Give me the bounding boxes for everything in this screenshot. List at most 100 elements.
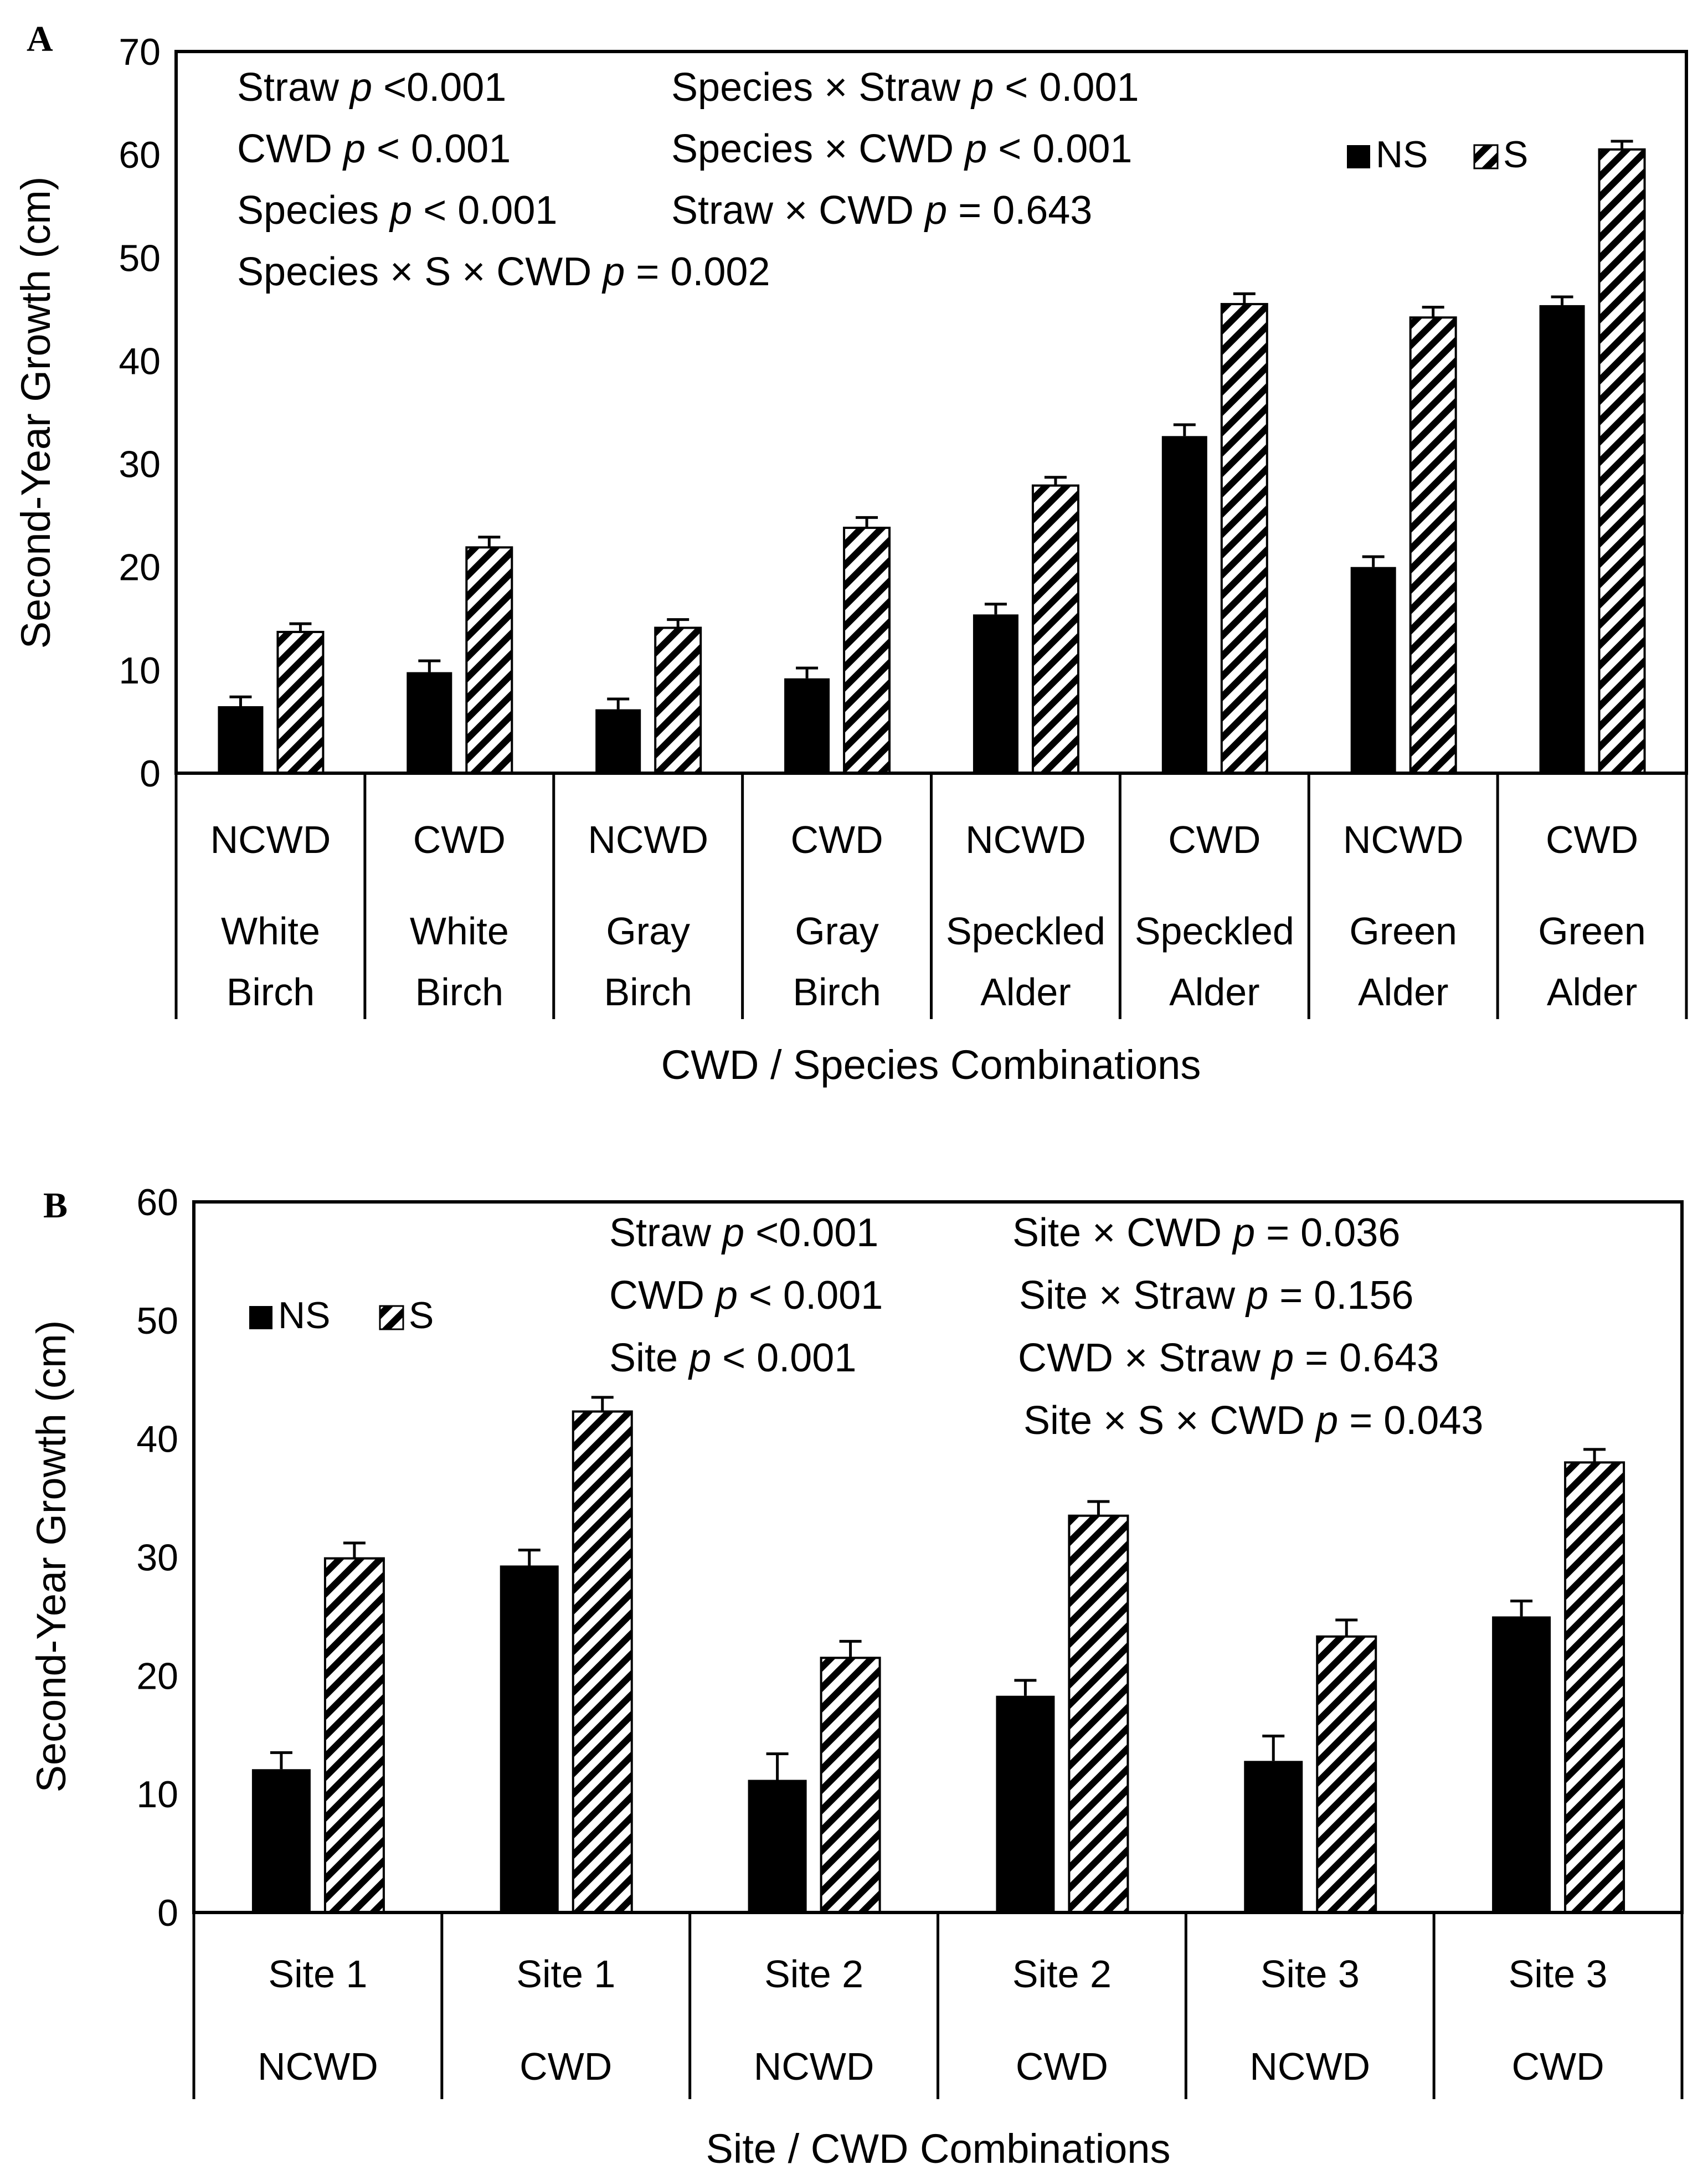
b-bar-ns-0 <box>251 1769 311 1912</box>
panel-b-legend: NS S <box>249 1294 434 1336</box>
a-y-tick-0: 0 <box>140 753 161 795</box>
panel-b-legend-s-swatch <box>379 1305 404 1330</box>
panel-b-legend-ns-swatch <box>249 1306 272 1329</box>
b-error-bar-s-2 <box>839 1639 862 1658</box>
panel-a-letter: A <box>27 19 53 59</box>
a-error-bar-ns-0 <box>229 695 252 707</box>
a-category-label-cwd-0: NCWD <box>210 818 331 861</box>
panel-a-y-axis-title: Second-Year Growth (cm) <box>13 177 59 649</box>
a-bar-s-7 <box>1598 148 1646 775</box>
a-error-bar-s-2 <box>667 618 690 628</box>
b-error-bar-s-3 <box>1087 1500 1110 1516</box>
a-category-label-species_line2-7: Alder <box>1547 970 1637 1014</box>
panel-a-stat-species-s-cwd: Species × S × CWD p = 0.002 <box>237 250 770 294</box>
a-error-bar-ns-6 <box>1362 555 1385 567</box>
a-category-label-species_line2-3: Birch <box>793 970 881 1014</box>
panel-b: B Second-Year Growth (cm) 0102030405060 … <box>28 1181 1684 2172</box>
a-bar-ns-4 <box>973 614 1018 773</box>
a-category-label-species_line1-6: Green <box>1349 909 1457 953</box>
panel-a-stat-straw: Straw p <0.001 <box>237 65 506 110</box>
panel-b-error-bars <box>270 1396 1606 1780</box>
panel-b-legend-ns-label: NS <box>278 1294 330 1336</box>
panel-b-bars <box>251 1410 1625 1914</box>
b-bar-ns-4 <box>1244 1761 1303 1912</box>
a-category-label-cwd-3: CWD <box>790 818 883 861</box>
panel-a-legend: NS S <box>1347 133 1528 176</box>
panel-a-legend-s-swatch <box>1473 144 1499 169</box>
b-category-label-site-0: Site 1 <box>268 1952 367 1996</box>
b-error-bar-ns-0 <box>270 1751 292 1770</box>
a-category-label-cwd-2: NCWD <box>588 818 708 861</box>
panel-a-legend-ns-label: NS <box>1376 133 1428 176</box>
a-bar-ns-2 <box>595 709 641 773</box>
panel-b-x-axis-title: Site / CWD Combinations <box>706 2126 1171 2172</box>
a-error-bar-s-7 <box>1611 140 1633 150</box>
a-error-bar-ns-5 <box>1173 423 1196 436</box>
b-bar-ns-3 <box>996 1695 1055 1912</box>
panel-a-statistics: Straw p <0.001 CWD p < 0.001 Species p <… <box>237 65 1139 294</box>
b-category-label-cwd-2: NCWD <box>754 2045 874 2088</box>
panel-b-category-axis: Site 1 NCWD Site 1 CWD Site 2 NCWD Site 2 CWD Si… <box>192 1912 1684 2099</box>
a-error-bar-s-5 <box>1233 292 1256 305</box>
b-y-tick-40: 40 <box>136 1418 178 1461</box>
a-bar-s-2 <box>654 626 702 774</box>
a-y-tick-70: 70 <box>119 31 161 73</box>
panel-b-stat-site-s-cwd: Site × S × CWD p = 0.043 <box>1023 1399 1483 1443</box>
panel-a-stat-straw-cwd: Straw × CWD p = 0.643 <box>671 188 1092 233</box>
b-error-bar-ns-5 <box>1510 1600 1533 1617</box>
panel-b-stat-site-straw: Site × Straw p = 0.156 <box>1019 1273 1413 1318</box>
a-y-tick-60: 60 <box>119 134 161 176</box>
b-category-label-site-2: Site 2 <box>764 1952 863 1996</box>
b-category-label-cwd-5: CWD <box>1511 2045 1604 2088</box>
b-y-tick-10: 10 <box>136 1773 178 1816</box>
panel-a-legend-s-label: S <box>1503 133 1528 176</box>
a-category-label-species_line2-2: Birch <box>604 970 692 1014</box>
panel-b-y-tick-labels: 0 10 20 30 40 50 60 <box>136 1181 178 1934</box>
a-bar-s-4 <box>1031 484 1079 774</box>
panel-b-stat-site: Site p < 0.001 <box>609 1336 856 1380</box>
panel-a-error-bars <box>229 140 1633 709</box>
b-category-label-cwd-4: NCWD <box>1249 2045 1370 2088</box>
b-y-tick-50: 50 <box>136 1300 178 1342</box>
a-y-tick-50: 50 <box>119 237 161 279</box>
b-y-tick-0: 0 <box>157 1892 178 1934</box>
a-y-tick-10: 10 <box>119 650 161 692</box>
b-error-bar-s-1 <box>591 1396 614 1412</box>
b-bar-s-3 <box>1068 1514 1129 1914</box>
b-bar-s-5 <box>1564 1461 1625 1914</box>
a-bar-s-0 <box>276 630 325 774</box>
panel-a: A Second-Year Growth (cm) 0 10 20 30 40 50 60 7… <box>13 19 1688 1088</box>
a-error-bar-ns-7 <box>1551 295 1573 305</box>
a-error-bar-ns-4 <box>984 603 1007 615</box>
panel-b-statistics: Straw p <0.001 CWD p < 0.001 Site p < 0.… <box>609 1211 1483 1443</box>
a-category-label-cwd-4: NCWD <box>965 818 1086 861</box>
b-error-bar-ns-4 <box>1262 1734 1285 1761</box>
b-y-tick-60: 60 <box>136 1181 178 1223</box>
a-category-label-species_line2-6: Alder <box>1358 970 1448 1014</box>
a-error-bar-ns-2 <box>607 697 630 709</box>
a-error-bar-s-4 <box>1044 476 1067 486</box>
b-category-label-cwd-0: NCWD <box>258 2045 378 2088</box>
panel-a-bars <box>218 148 1646 775</box>
panel-b-legend-s-label: S <box>409 1294 434 1336</box>
panel-a-stat-species: Species p < 0.001 <box>237 188 557 233</box>
a-error-bar-s-1 <box>478 536 501 548</box>
b-error-bar-ns-1 <box>518 1549 541 1566</box>
a-bar-ns-1 <box>407 672 452 773</box>
b-bar-s-2 <box>820 1657 881 1914</box>
b-category-label-cwd-3: CWD <box>1016 2045 1108 2088</box>
a-category-label-species_line1-4: Speckled <box>946 909 1105 953</box>
a-error-bar-s-0 <box>289 622 312 632</box>
a-category-label-species_line2-5: Alder <box>1169 970 1259 1014</box>
a-error-bar-ns-3 <box>796 666 819 678</box>
a-error-bar-ns-1 <box>418 659 441 672</box>
panel-a-y-tick-labels: 0 10 20 30 40 50 60 70 <box>119 31 161 795</box>
a-category-label-cwd-7: CWD <box>1546 818 1638 861</box>
a-category-label-species_line1-0: White <box>221 909 320 953</box>
a-category-label-cwd-6: NCWD <box>1343 818 1464 861</box>
panel-b-stat-straw: Straw p <0.001 <box>609 1211 878 1255</box>
a-category-label-cwd-1: CWD <box>413 818 506 861</box>
a-category-label-species_line2-0: Birch <box>227 970 315 1014</box>
a-bar-s-5 <box>1220 303 1268 774</box>
